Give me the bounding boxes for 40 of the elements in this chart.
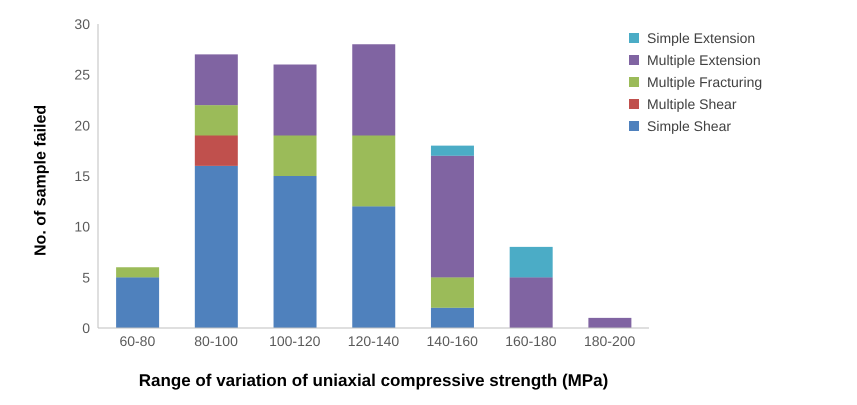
- y-tick-label: 5: [82, 269, 90, 286]
- legend-label: Simple Shear: [647, 118, 732, 134]
- bar: [588, 318, 632, 328]
- bar: [430, 156, 474, 278]
- bar: [194, 135, 238, 166]
- bar: [116, 267, 160, 278]
- bar: [352, 44, 396, 136]
- bar: [194, 166, 238, 328]
- bar: [274, 64, 317, 136]
- x-tick-label: 180-200: [584, 332, 636, 349]
- y-tick-label: 20: [74, 117, 90, 134]
- bar: [430, 146, 474, 156]
- bar: [510, 277, 553, 328]
- legend-label: Multiple Extension: [647, 52, 761, 68]
- x-tick-label: 100-120: [269, 332, 321, 349]
- x-tick-label: 160-180: [505, 332, 557, 349]
- y-tick-label: 10: [74, 218, 90, 235]
- bar: [116, 277, 160, 328]
- legend-label: Simple Extension: [647, 30, 756, 46]
- bar: [510, 246, 553, 278]
- legend-label: Multiple Fracturing: [647, 74, 762, 90]
- y-tick-label: 25: [74, 66, 90, 83]
- x-tick-label: 140-160: [426, 332, 478, 349]
- bar: [274, 135, 317, 176]
- x-tick-label: 60-80: [119, 332, 156, 349]
- y-tick-label: 0: [82, 320, 90, 336]
- bar: [194, 105, 238, 136]
- bar: [352, 135, 396, 206]
- x-axis-title: Range of variation of uniaxial compressive strength (MPa): [138, 371, 608, 390]
- y-axis-title: No. of sample failed: [32, 104, 50, 256]
- bar: [274, 176, 317, 328]
- bar: [430, 277, 474, 308]
- x-tick-label: 120-140: [348, 332, 400, 349]
- bar: [352, 206, 396, 328]
- bar: [430, 308, 474, 328]
- legend-label: Multiple Shear: [647, 96, 736, 112]
- x-tick-label: 80-100: [194, 332, 238, 349]
- y-tick-label: 15: [74, 168, 90, 184]
- y-tick-label: 30: [74, 16, 90, 32]
- bar: [194, 54, 238, 106]
